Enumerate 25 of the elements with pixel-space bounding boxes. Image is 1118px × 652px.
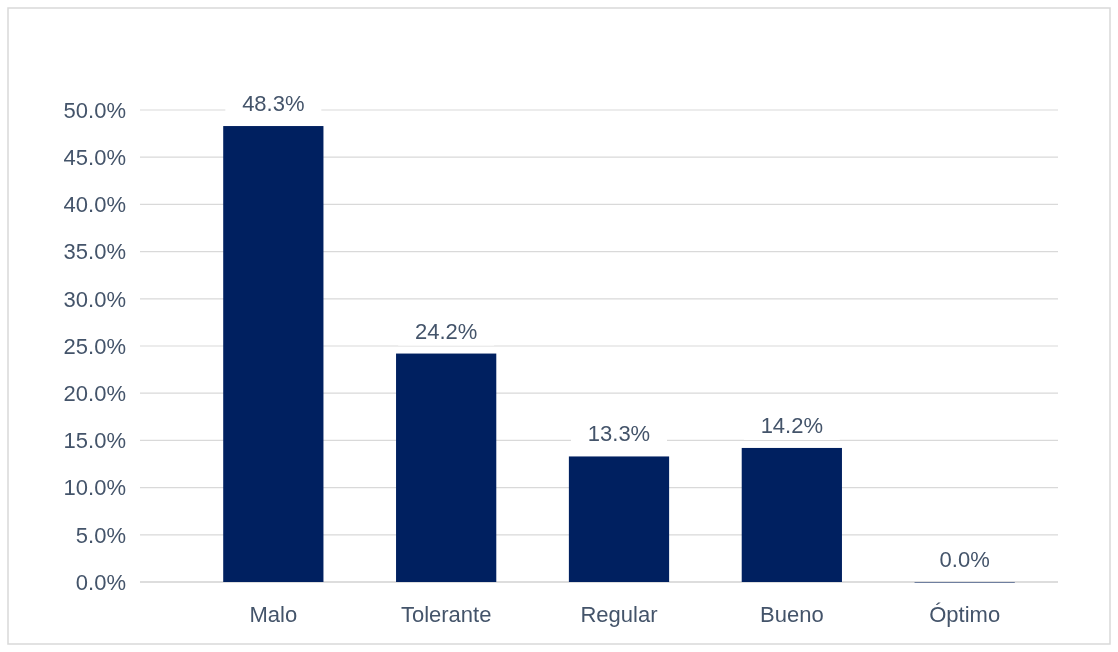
bar: [396, 353, 497, 582]
data-label: 13.3%: [587, 421, 651, 447]
y-tick-label: 10.0%: [63, 475, 126, 501]
data-label: 0.0%: [939, 547, 990, 572]
bar: [223, 126, 324, 582]
x-tick-label: Tolerante: [400, 602, 492, 627]
x-tick-label: Regular: [580, 602, 658, 627]
y-tick-label: 40.0%: [63, 192, 126, 218]
y-tick-label: 25.0%: [63, 333, 126, 359]
y-tick-label: 30.0%: [63, 286, 126, 312]
x-tick-label: Malo: [249, 602, 298, 627]
y-tick-label: 5.0%: [75, 522, 126, 548]
y-tick-label: 15.0%: [63, 428, 126, 454]
bar: [568, 456, 670, 582]
x-tick-label: Bueno: [760, 602, 824, 627]
y-tick-label: 35.0%: [63, 239, 126, 265]
data-label: 48.3%: [242, 91, 305, 117]
x-tick-label: Óptimo: [929, 602, 1001, 627]
data-label: 14.2%: [760, 412, 824, 438]
y-tick-label: 50.0%: [63, 97, 126, 123]
y-tick-label: 45.0%: [63, 144, 126, 170]
data-label: 24.2%: [414, 318, 478, 344]
bar: [741, 447, 842, 582]
y-tick-label: 20.0%: [63, 380, 126, 406]
y-tick-label: 0.0%: [75, 569, 126, 595]
